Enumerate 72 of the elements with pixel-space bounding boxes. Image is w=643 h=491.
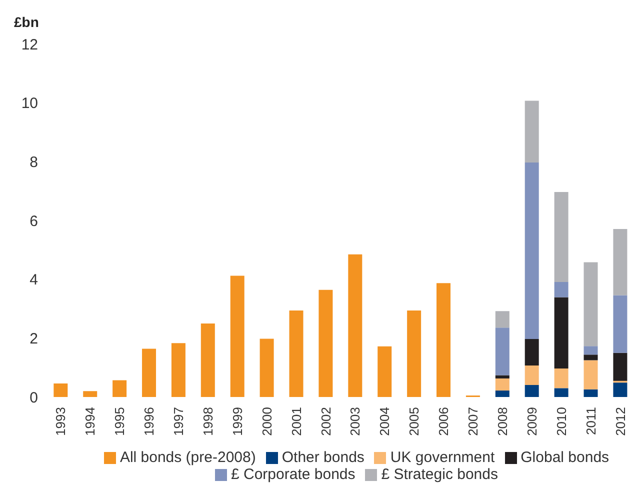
y-tick-label: 4	[30, 272, 38, 289]
x-tick-label: 1993	[53, 407, 68, 436]
x-tick-label: 2000	[259, 407, 274, 436]
bar	[584, 389, 598, 397]
x-tick-label: 2011	[583, 407, 598, 435]
bar	[495, 375, 510, 378]
bar	[260, 338, 274, 397]
bar	[613, 295, 628, 353]
bar	[54, 383, 68, 397]
bar	[554, 368, 568, 388]
y-tick-label: 2	[30, 330, 38, 348]
x-tick-label: 1994	[82, 407, 98, 436]
bar	[200, 323, 215, 397]
bar	[613, 229, 628, 296]
x-tick-label: 1999	[230, 407, 245, 436]
bar	[554, 297, 568, 368]
x-tick-label: 2007	[466, 407, 481, 436]
x-tick-label: 1996	[142, 407, 157, 436]
bar	[495, 390, 510, 397]
x-tick-label: 2006	[436, 407, 452, 436]
bar	[613, 352, 628, 381]
legend-label: All bonds (pre-2008)	[120, 449, 256, 466]
bar	[554, 388, 568, 397]
bar	[584, 360, 598, 390]
bar	[554, 282, 568, 298]
y-tick-label: 10	[21, 95, 38, 112]
x-tick-label: 2003	[348, 407, 363, 436]
bar	[171, 343, 186, 397]
x-tick-label: 2005	[406, 407, 422, 436]
bar	[348, 254, 362, 397]
bar	[230, 276, 244, 397]
bar	[524, 100, 539, 163]
bar	[436, 283, 451, 397]
bar	[407, 310, 422, 397]
bar	[524, 384, 539, 397]
y-tick-label: 6	[30, 212, 38, 230]
legend-label: Other bonds	[282, 449, 364, 466]
bar	[318, 290, 333, 397]
bar	[378, 346, 392, 397]
x-tick-label: 1995	[112, 407, 128, 436]
bar	[584, 354, 598, 360]
y-tick-label: 12	[21, 36, 38, 54]
y-tick-label: 8	[30, 154, 38, 171]
legend-label: UK government	[390, 449, 495, 466]
legend-label: Global bonds	[520, 449, 610, 466]
x-tick-label: 2012	[612, 407, 628, 436]
bar	[524, 339, 539, 366]
y-axis-title: £bn	[14, 14, 39, 30]
bar	[554, 192, 568, 282]
bar	[524, 162, 539, 340]
bar	[495, 328, 510, 376]
bar	[524, 366, 539, 385]
bar	[584, 262, 598, 346]
bar	[112, 380, 127, 397]
x-tick-label: 2001	[288, 407, 304, 436]
x-tick-label: 2004	[377, 407, 392, 436]
x-tick-label: 2008	[494, 407, 510, 436]
x-tick-label: 2002	[318, 407, 334, 436]
x-tick-label: 2009	[524, 407, 540, 436]
bar	[584, 346, 598, 355]
x-tick-label: 2010	[554, 407, 569, 436]
bar	[613, 382, 628, 397]
bar	[142, 348, 156, 397]
x-tick-label: 1997	[171, 407, 186, 436]
legend-label: £ Corporate bonds	[231, 466, 356, 483]
x-tick-label: 1998	[200, 407, 216, 436]
y-tick-label: 0	[30, 389, 38, 406]
bar	[495, 311, 510, 328]
bar	[83, 391, 98, 397]
bar	[495, 378, 510, 391]
legend-label: £ Strategic bonds	[381, 466, 498, 483]
bar	[289, 310, 304, 397]
